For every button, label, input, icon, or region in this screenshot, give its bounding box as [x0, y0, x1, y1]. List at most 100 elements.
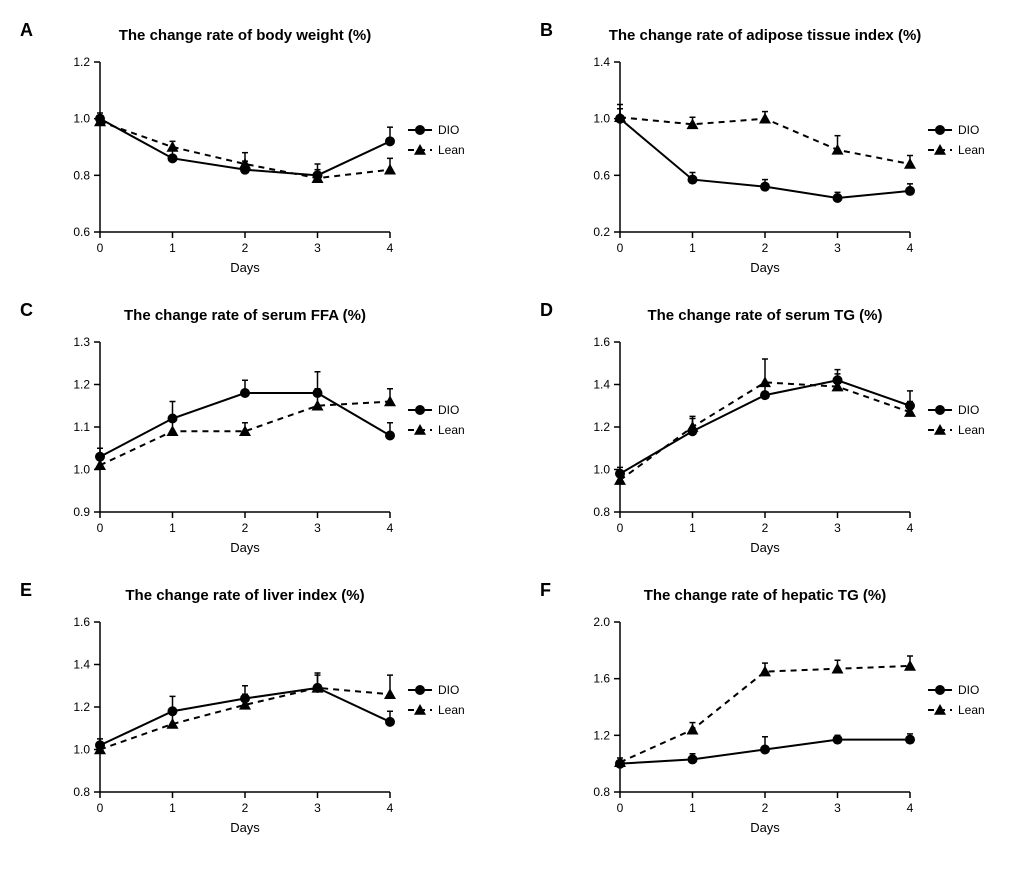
x-tick-label: 0 — [97, 241, 104, 255]
legend-label-DIO: DIO — [958, 683, 979, 697]
x-tick-label: 2 — [762, 521, 769, 535]
x-axis-label: Days — [230, 260, 260, 275]
y-tick-label: 0.8 — [593, 785, 610, 799]
y-tick-label: 1.3 — [73, 335, 90, 349]
chart-title: The change rate of hepatic TG (%) — [644, 587, 887, 604]
marker-triangle — [759, 113, 771, 124]
y-tick-label: 2.0 — [593, 615, 610, 629]
x-tick-label: 0 — [617, 521, 624, 535]
marker-triangle — [94, 459, 106, 470]
legend-label-DIO: DIO — [958, 403, 979, 417]
x-tick-label: 3 — [314, 521, 321, 535]
x-tick-label: 4 — [387, 801, 394, 815]
chart-wrap: The change rate of body weight (%)0.60.8… — [40, 20, 500, 280]
x-tick-label: 1 — [169, 801, 176, 815]
marker-triangle — [687, 724, 699, 735]
x-tick-label: 4 — [387, 241, 394, 255]
x-tick-label: 0 — [97, 521, 104, 535]
x-axis-label: Days — [750, 260, 780, 275]
panel-A: A The change rate of body weight (%)0.60… — [20, 20, 500, 280]
legend-marker-DIO — [935, 405, 945, 415]
y-tick-label: 0.6 — [593, 168, 610, 182]
panel-label: C — [20, 300, 33, 321]
marker-triangle — [384, 164, 396, 175]
y-tick-label: 0.9 — [73, 505, 90, 519]
marker-triangle — [904, 158, 916, 169]
y-tick-label: 0.8 — [73, 785, 90, 799]
legend-label-Lean: Lean — [958, 423, 985, 437]
chart-wrap: The change rate of adipose tissue index … — [560, 20, 1020, 280]
chart-title: The change rate of adipose tissue index … — [609, 27, 922, 44]
chart-wrap: The change rate of liver index (%)0.81.0… — [40, 580, 500, 840]
legend-label-Lean: Lean — [438, 423, 465, 437]
x-tick-label: 2 — [242, 241, 249, 255]
marker-circle — [240, 388, 250, 398]
panel-D: D The change rate of serum TG (%)0.81.01… — [540, 300, 1020, 560]
panel-label: E — [20, 580, 32, 601]
x-tick-label: 3 — [834, 521, 841, 535]
x-tick-label: 1 — [689, 241, 696, 255]
y-tick-label: 1.6 — [73, 615, 90, 629]
x-tick-label: 2 — [242, 521, 249, 535]
y-tick-label: 1.4 — [593, 55, 610, 69]
x-tick-label: 1 — [689, 521, 696, 535]
marker-circle — [760, 745, 770, 755]
legend-label-DIO: DIO — [438, 683, 459, 697]
x-axis-label: Days — [230, 540, 260, 555]
y-tick-label: 1.2 — [73, 378, 90, 392]
panel-label: D — [540, 300, 553, 321]
x-tick-label: 4 — [387, 521, 394, 535]
marker-triangle — [687, 421, 699, 432]
y-tick-label: 1.2 — [593, 420, 610, 434]
x-tick-label: 0 — [617, 241, 624, 255]
legend-label-Lean: Lean — [438, 703, 465, 717]
x-tick-label: 1 — [169, 241, 176, 255]
panel-label: B — [540, 20, 553, 41]
marker-circle — [905, 186, 915, 196]
legend-marker-DIO — [415, 125, 425, 135]
marker-circle — [385, 136, 395, 146]
marker-circle — [833, 193, 843, 203]
x-tick-label: 3 — [834, 801, 841, 815]
y-tick-label: 0.6 — [73, 225, 90, 239]
chart-title: The change rate of serum FFA (%) — [124, 307, 366, 324]
x-axis-label: Days — [750, 820, 780, 835]
y-tick-label: 0.2 — [593, 225, 610, 239]
legend-label-Lean: Lean — [958, 703, 985, 717]
panel-E: E The change rate of liver index (%) 0.8 1… — [20, 580, 500, 840]
marker-circle — [385, 717, 395, 727]
panel-C: C The change rate of serum FFA (%) 0.9 1.0… — [20, 300, 500, 560]
marker-circle — [760, 182, 770, 192]
y-tick-label: 1.1 — [73, 420, 90, 434]
marker-circle — [760, 390, 770, 400]
y-tick-label: 1.4 — [593, 378, 610, 392]
y-tick-label: 1.0 — [73, 112, 90, 126]
x-tick-label: 3 — [314, 801, 321, 815]
chart-wrap: The change rate of hepatic TG (%)0.81.21… — [560, 580, 1020, 840]
y-tick-label: 1.2 — [73, 55, 90, 69]
y-tick-label: 1.6 — [593, 672, 610, 686]
y-tick-label: 1.0 — [73, 463, 90, 477]
chart-title: The change rate of serum TG (%) — [647, 307, 882, 324]
marker-triangle — [167, 425, 179, 436]
y-tick-label: 0.8 — [593, 505, 610, 519]
y-tick-label: 1.2 — [73, 700, 90, 714]
x-axis-label: Days — [750, 540, 780, 555]
chart-title: The change rate of liver index (%) — [125, 587, 364, 604]
legend-label-DIO: DIO — [438, 123, 459, 137]
chart-E: The change rate of liver index (%)0.81.0… — [40, 580, 500, 840]
chart-F: The change rate of hepatic TG (%)0.81.21… — [560, 580, 1020, 840]
marker-circle — [168, 153, 178, 163]
legend-marker-DIO — [415, 405, 425, 415]
legend-label-DIO: DIO — [438, 403, 459, 417]
x-tick-label: 0 — [97, 801, 104, 815]
x-tick-label: 1 — [689, 801, 696, 815]
chart-wrap: The change rate of serum FFA (%) 0.9 1.0 1.… — [40, 300, 500, 560]
chart-D: The change rate of serum TG (%)0.81.01.2… — [560, 300, 1020, 560]
x-tick-label: 0 — [617, 801, 624, 815]
chart-C: The change rate of serum FFA (%) 0.9 1.0 1.… — [40, 300, 500, 560]
x-tick-label: 4 — [907, 521, 914, 535]
x-tick-label: 4 — [907, 801, 914, 815]
chart-title: The change rate of body weight (%) — [119, 27, 372, 44]
x-tick-label: 3 — [314, 241, 321, 255]
